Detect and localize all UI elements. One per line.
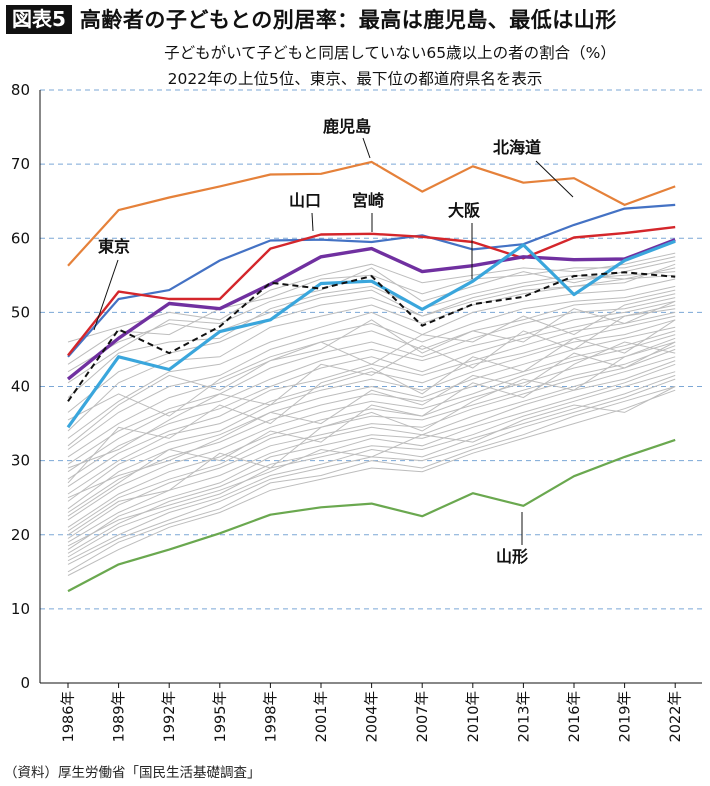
- chart-header: 図表5 高齢者の子どもとの別居率：最高は鹿児島、最低は山形: [6, 4, 617, 34]
- figure-badge: 図表5: [6, 4, 72, 34]
- background-series-line: [67, 300, 676, 473]
- annotation-leader: [311, 212, 314, 232]
- y-tick-label: 70: [11, 155, 30, 173]
- x-tick-label: 2022年: [667, 691, 684, 742]
- line-chart: 0 10 20 30 40 50 60 70 80 1986年 1989年 1992年 1995年 199…: [11, 81, 702, 742]
- source-note: （資料）厚生労働省「国民生活基礎調査」: [4, 765, 261, 781]
- background-series-line: [67, 341, 676, 517]
- background-series-line: [67, 334, 676, 521]
- series-line: [67, 271, 676, 402]
- annotation-label: 山口: [289, 191, 321, 210]
- background-series-line: [67, 304, 676, 480]
- background-series-line: [67, 374, 676, 562]
- y-tick-label: 20: [11, 526, 30, 544]
- x-tick-label: 2010年: [465, 691, 482, 742]
- x-tick-label: 1992年: [161, 691, 178, 742]
- background-series-line: [67, 386, 676, 547]
- y-tick-label: 30: [11, 452, 30, 470]
- x-tick-label: 1989年: [111, 691, 128, 742]
- y-tick-label: 60: [11, 229, 30, 247]
- background-series-line: [67, 285, 676, 450]
- background-series-line: [67, 341, 676, 528]
- background-series-line: [67, 263, 676, 373]
- x-tick-label: 2001年: [313, 691, 330, 742]
- series-line: [66, 238, 676, 381]
- background-series-line: [67, 389, 676, 576]
- series-line: [66, 239, 676, 429]
- x-tick-label: 2016年: [566, 691, 583, 742]
- x-tick-label: 1986年: [60, 691, 77, 742]
- background-series-line: [67, 308, 676, 469]
- series-line: [67, 225, 676, 357]
- background-series-line: [67, 319, 676, 502]
- chart-title: 高齢者の子どもとの別居率：最高は鹿児島、最低は山形: [79, 8, 617, 32]
- x-tick-label: 1995年: [212, 691, 229, 742]
- background-series-line: [67, 319, 676, 484]
- y-tick-label: 80: [11, 81, 30, 99]
- background-series-line: [67, 337, 676, 536]
- y-tick-label: 50: [11, 303, 30, 321]
- series-line: [67, 160, 676, 267]
- annotation-leader: [93, 259, 119, 331]
- annotation-label: 鹿児島: [323, 117, 371, 136]
- x-tick-label: 1998年: [262, 691, 279, 742]
- background-series-line: [67, 363, 676, 554]
- x-tick-label: 2007年: [414, 691, 431, 742]
- annotation-label: 山形: [496, 547, 528, 566]
- x-tick-label: 2013年: [515, 691, 532, 742]
- background-series-line: [67, 348, 676, 539]
- x-tick-label: 2004年: [364, 691, 381, 742]
- background-series-line: [67, 360, 676, 551]
- background-series-line: [67, 330, 676, 513]
- x-tick-label: 2019年: [617, 691, 634, 742]
- background-series-line: [67, 252, 676, 343]
- background-series-line: [67, 386, 676, 573]
- series-line: [67, 438, 676, 593]
- annotation-label: 北海道: [493, 138, 541, 157]
- annotation-label: 東京: [98, 237, 130, 256]
- background-series-line: [67, 260, 676, 384]
- background-series-line: [67, 297, 676, 465]
- background-series-line: [67, 289, 676, 458]
- chart-subtitle-1: 子どもがいて子どもと同居していない65歳以上の者の割合（%）: [164, 44, 616, 62]
- annotation-leader: [362, 137, 371, 159]
- y-tick-label: 10: [11, 600, 30, 618]
- background-series-line: [67, 371, 676, 558]
- chart-subtitle-2: 2022年の上位5位、東京、最下位の都道府県名を表示: [167, 70, 543, 88]
- series-line: [67, 203, 676, 358]
- background-series-line: [67, 293, 676, 421]
- y-tick-label: 40: [11, 378, 30, 396]
- annotation-label: 宮崎: [352, 191, 384, 210]
- y-tick-label: 0: [20, 674, 30, 692]
- background-series-line: [67, 341, 676, 499]
- annotation-leader: [535, 160, 574, 198]
- background-series-line: [67, 345, 676, 532]
- background-series-line: [67, 300, 676, 447]
- annotation-label: 大阪: [448, 201, 481, 220]
